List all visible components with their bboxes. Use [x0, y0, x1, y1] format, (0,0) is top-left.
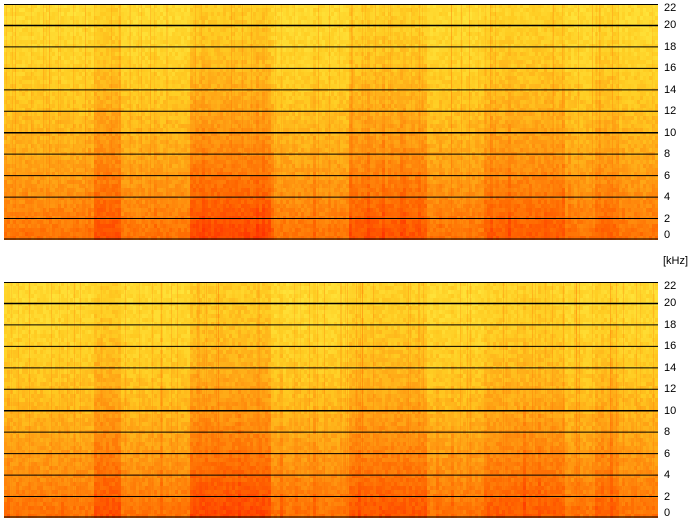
frequency-unit-label: [kHz]	[663, 255, 688, 267]
frequency-axis-top: 0 2 4 6 8 10 12 14 16 18 20 22	[658, 3, 692, 241]
bottom-tick-label-0: 0	[664, 508, 670, 519]
spectrogram-top-plot	[4, 4, 658, 240]
bottom-tick-label-14: 14	[664, 362, 676, 374]
bottom-tick-label-8: 8	[664, 427, 670, 438]
top-tick-label-22: 22	[664, 3, 676, 14]
top-tick-label-14: 14	[664, 84, 676, 96]
bottom-tick-label-4: 4	[664, 470, 670, 481]
bottom-tick-label-20: 20	[664, 298, 676, 309]
top-tick-label-10: 10	[664, 127, 676, 139]
top-tick-label-16: 16	[664, 63, 676, 74]
top-tick-label-2: 2	[664, 213, 670, 225]
spectrogram-top	[4, 4, 658, 240]
bottom-tick-label-12: 12	[664, 384, 676, 395]
bottom-tick-label-22: 22	[664, 281, 676, 292]
top-tick-label-0: 0	[664, 230, 670, 241]
top-tick-label-4: 4	[664, 192, 670, 203]
bottom-tick-label-18: 18	[664, 319, 676, 331]
top-tick-label-18: 18	[664, 41, 676, 53]
bottom-tick-label-16: 16	[664, 341, 676, 352]
bottom-tick-label-6: 6	[664, 448, 670, 460]
bottom-tick-label-10: 10	[664, 405, 676, 417]
spectrogram-bottom-plot	[4, 282, 658, 518]
top-tick-label-6: 6	[664, 170, 670, 182]
bottom-tick-label-2: 2	[664, 491, 670, 503]
top-tick-label-12: 12	[664, 106, 676, 117]
frequency-axis-bottom: 0 2 4 6 8 10 12 14 16 18 20 22	[658, 281, 692, 519]
top-tick-label-20: 20	[664, 20, 676, 31]
spectrogram-bottom	[4, 282, 658, 518]
top-tick-label-8: 8	[664, 149, 670, 160]
